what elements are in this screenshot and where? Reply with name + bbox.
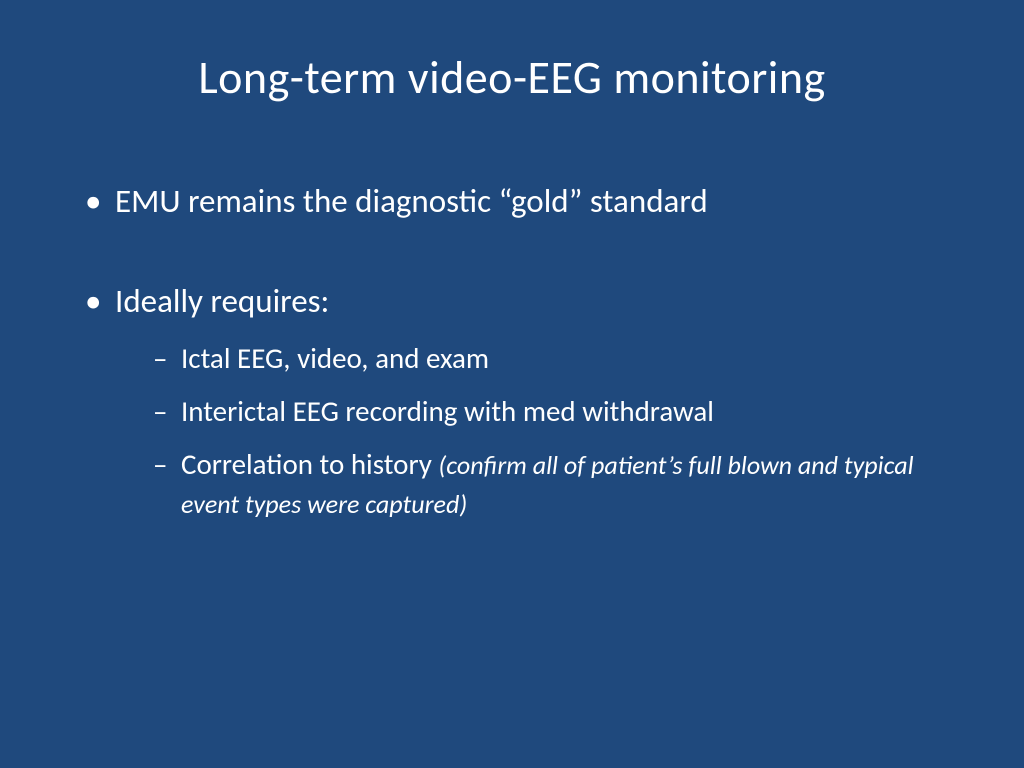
sub-item-1-text: Ictal EEG, video, and exam — [181, 340, 489, 376]
sub-item-2-text: Interictal EEG recording with med withdr… — [181, 393, 714, 429]
sub-item-1: Ictal EEG, video, and exam — [153, 339, 954, 378]
slide-title: Long-term video-EEG monitoring — [70, 50, 954, 106]
bullet-2-text: Ideally requires: — [115, 281, 954, 321]
sub-bullet-list: Ictal EEG, video, and exam Interictal EE… — [115, 339, 954, 524]
slide-content: EMU remains the diagnostic “gold” standa… — [70, 181, 954, 524]
bullet-item-2: Ideally requires: Ictal EEG, video, and … — [85, 281, 954, 524]
slide-container: Long-term video-EEG monitoring EMU remai… — [0, 0, 1024, 768]
sub-item-3: Correlation to history (confirm all of p… — [153, 445, 954, 523]
sub-item-3-text: Correlation to history — [181, 446, 438, 482]
bullet-item-1: EMU remains the diagnostic “gold” standa… — [85, 181, 954, 221]
bullet-1-text: EMU remains the diagnostic “gold” standa… — [115, 181, 708, 221]
sub-item-2: Interictal EEG recording with med withdr… — [153, 392, 954, 431]
